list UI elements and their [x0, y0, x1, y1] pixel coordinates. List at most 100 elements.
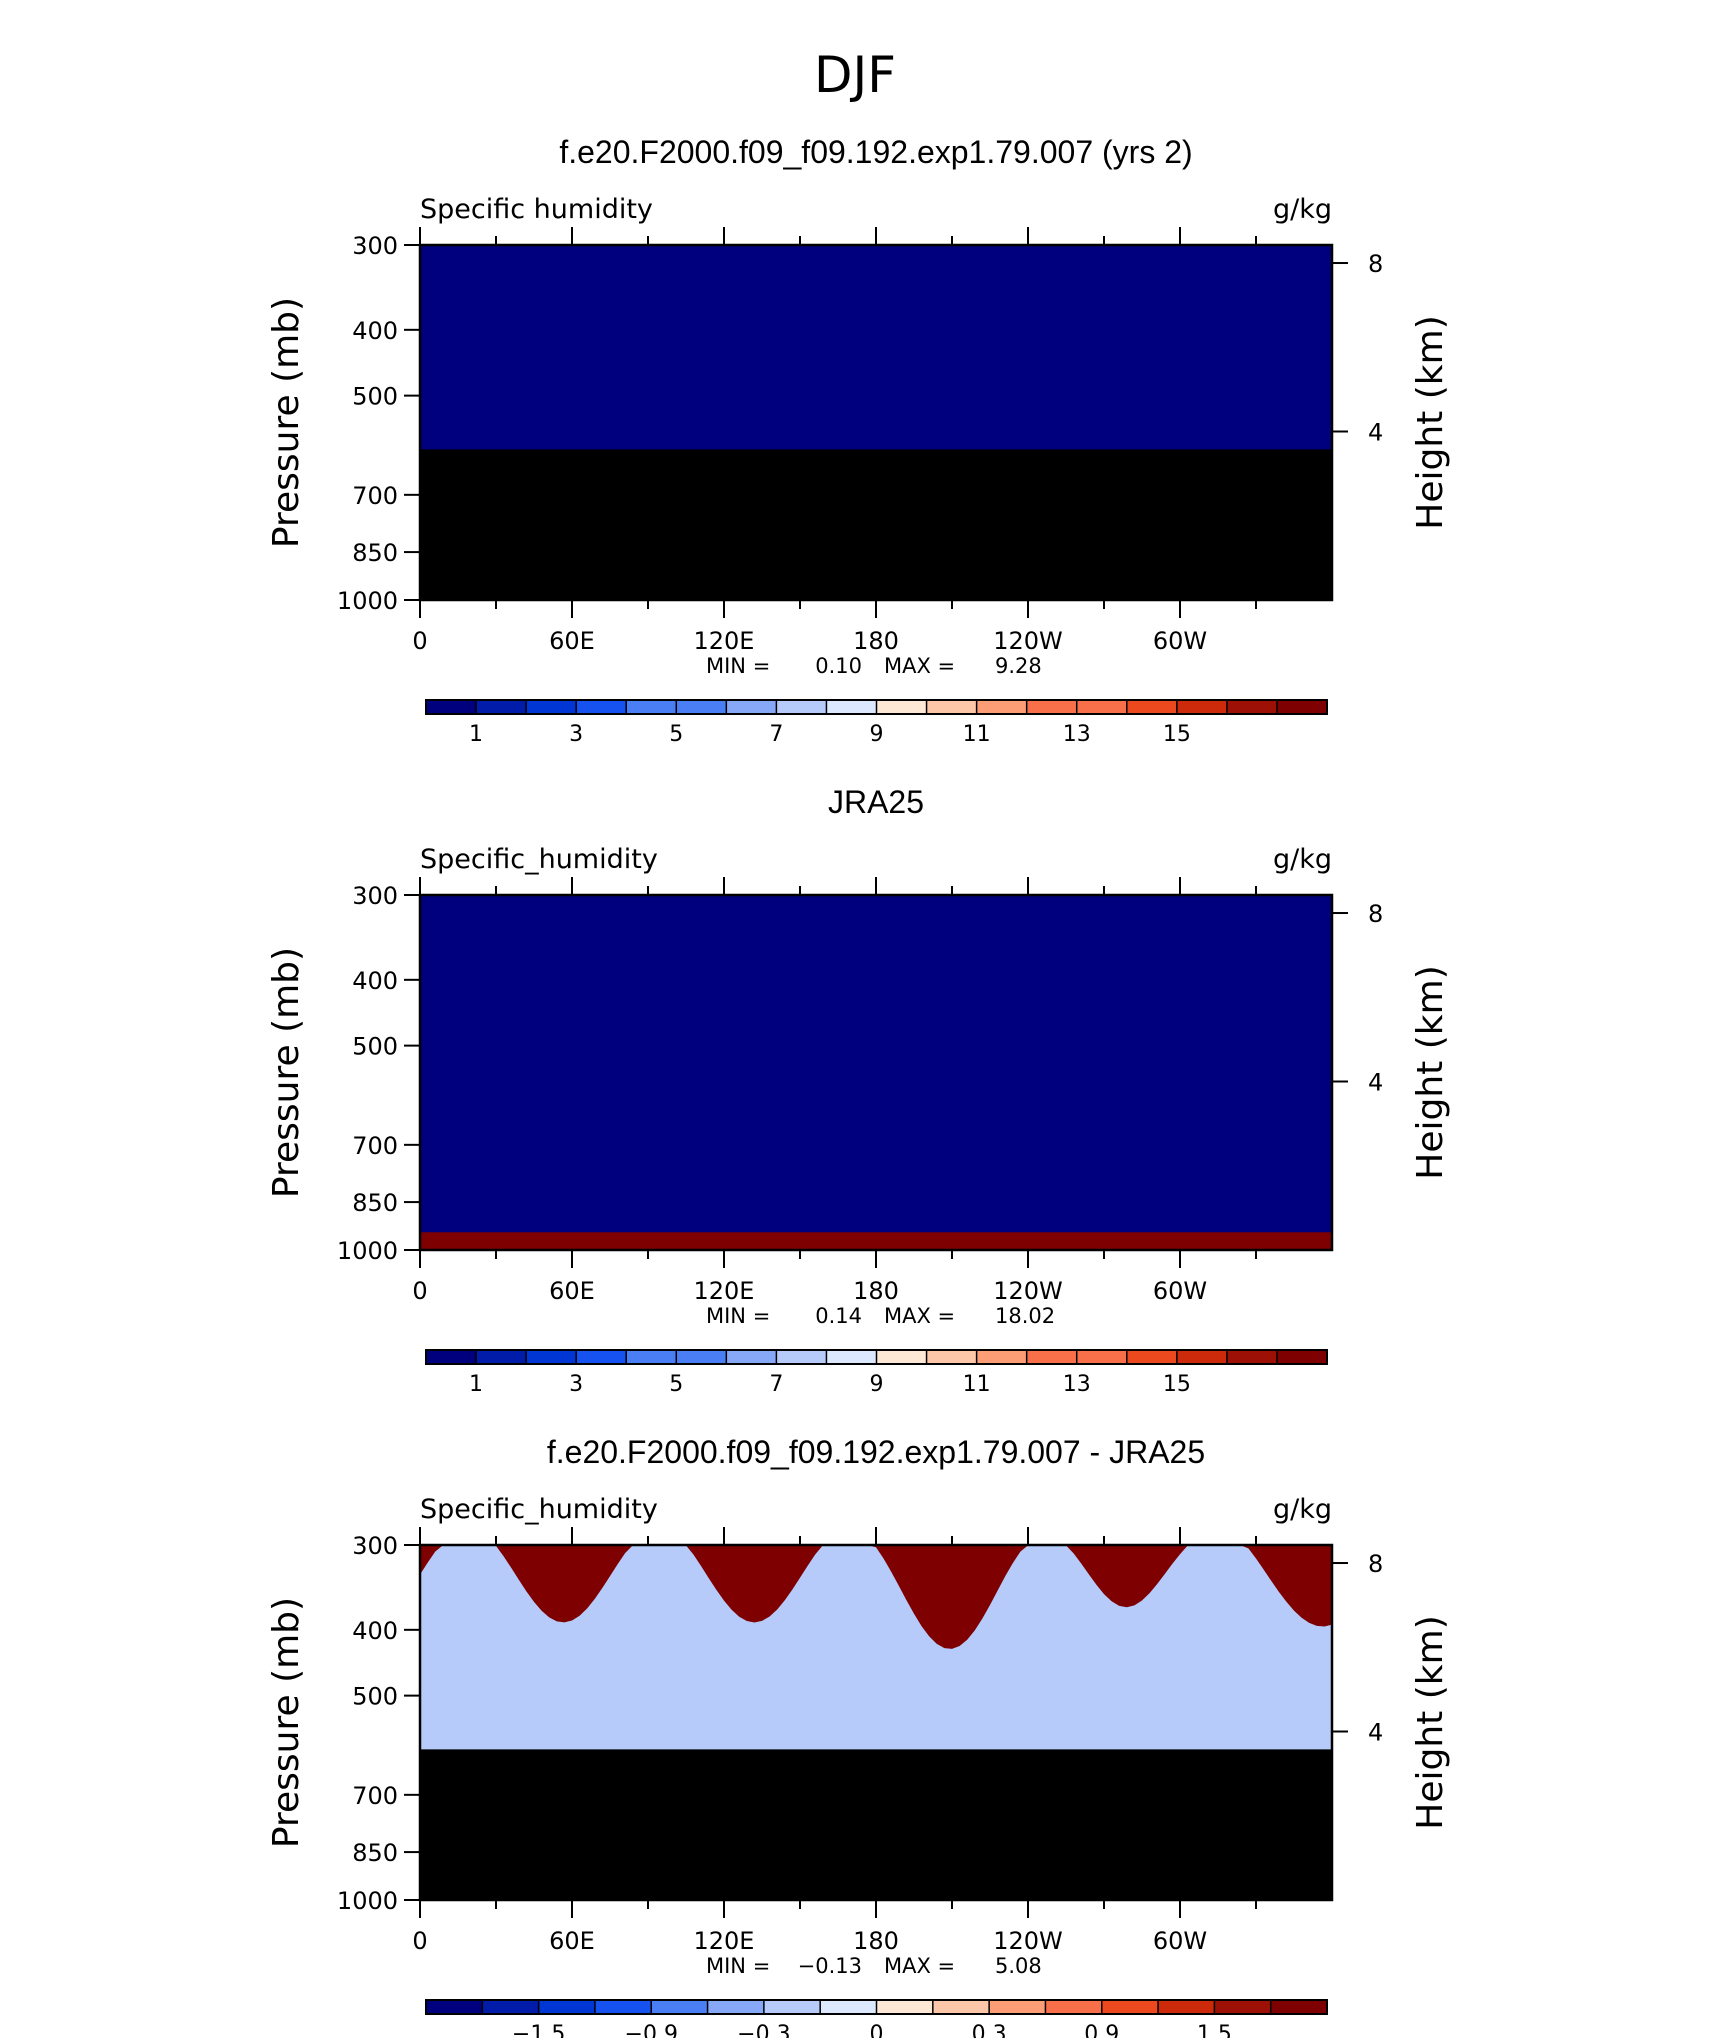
- colorbar-tick-label: 13: [1063, 722, 1091, 747]
- colorbar-swatch: [1101, 2000, 1159, 2014]
- colorbar-swatch: [576, 700, 627, 714]
- x-tick-label: 120E: [694, 1927, 755, 1955]
- colorbar-swatch: [576, 1350, 627, 1364]
- colorbar-swatch: [776, 1350, 827, 1364]
- variable-label: Specific humidity: [420, 194, 653, 225]
- colorbar-tick-label: 9: [870, 1372, 884, 1397]
- page-title: DJF: [814, 46, 896, 104]
- x-tick-label: 60W: [1153, 627, 1207, 655]
- colorbar-tick-label: 13: [1063, 1372, 1091, 1397]
- colorbar-tick-label: 15: [1163, 722, 1191, 747]
- colorbar-swatch: [676, 700, 727, 714]
- colorbar-swatch: [538, 2000, 596, 2014]
- y-tick-label: 850: [352, 539, 398, 567]
- y-tick-label: 1000: [337, 1887, 398, 1915]
- colorbar-swatch: [1126, 700, 1178, 714]
- x-tick-label: 60E: [549, 1277, 595, 1305]
- x-tick-label: 120E: [694, 627, 755, 655]
- colorbar-tick-label: 15: [1163, 1372, 1191, 1397]
- colorbar-swatch: [426, 1350, 477, 1364]
- colorbar-swatch: [926, 700, 978, 714]
- colorbar-swatch: [426, 700, 477, 714]
- variable-label: Specific_humidity: [420, 1494, 658, 1525]
- max-label: MAX =: [884, 1304, 955, 1328]
- y-tick-label: 500: [352, 1033, 398, 1061]
- y-tick-label: 1000: [337, 587, 398, 615]
- panel-title: f.e20.F2000.f09_f09.192.exp1.79.007 - JR…: [547, 1434, 1205, 1470]
- colorbar-swatch: [1158, 2000, 1215, 2014]
- y-tick-label: 300: [352, 882, 398, 910]
- x-tick-label: 180: [853, 1927, 899, 1955]
- colorbar-swatch: [1276, 1350, 1328, 1364]
- min-label: MIN =: [706, 1304, 770, 1328]
- colorbar-tick-label: −0.3: [737, 2022, 790, 2038]
- colorbar-swatch: [651, 2000, 709, 2014]
- units-label: g/kg: [1273, 1494, 1332, 1525]
- colorbar-swatch: [1176, 1350, 1228, 1364]
- max-value: 9.28: [995, 654, 1042, 678]
- max-value: 5.08: [995, 1954, 1042, 1978]
- colorbar-tick-label: −0.9: [625, 2022, 678, 2038]
- colorbar-frame: [425, 1999, 1328, 2015]
- panel-title: JRA25: [828, 784, 924, 820]
- y-tick-label: 700: [352, 1132, 398, 1160]
- colorbar-tick-label: 11: [963, 722, 991, 747]
- colorbar-swatch: [1076, 700, 1128, 714]
- colorbar-swatch: [926, 1350, 978, 1364]
- min-value: 0.14: [815, 1304, 862, 1328]
- x-tick-label: 120W: [993, 627, 1063, 655]
- colorbar-swatch: [1226, 1350, 1278, 1364]
- colorbar-tick-label: 5: [669, 1372, 683, 1397]
- y-tick-label: 400: [352, 317, 398, 345]
- y-tick-label: 700: [352, 482, 398, 510]
- field-layer: [420, 245, 1332, 600]
- colorbar-tick-label: 7: [769, 1372, 783, 1397]
- colorbar-swatch: [1045, 2000, 1103, 2014]
- y-tick-label: 850: [352, 1839, 398, 1867]
- colorbar-swatch: [1026, 1350, 1078, 1364]
- units-label: g/kg: [1273, 844, 1332, 875]
- colorbar-swatch: [1076, 1350, 1128, 1364]
- contour-band: [420, 1232, 1332, 1250]
- colorbar-tick-label: 0.9: [1084, 2022, 1119, 2038]
- colorbar-swatch: [726, 1350, 777, 1364]
- colorbar-swatch: [976, 700, 1028, 714]
- masked-region: [420, 449, 1332, 600]
- max-value: 18.02: [995, 1304, 1055, 1328]
- y-right-tick-label: 4: [1368, 1719, 1383, 1747]
- min-label: MIN =: [706, 1954, 770, 1978]
- x-tick-label: 60E: [549, 1927, 595, 1955]
- min-label: MIN =: [706, 654, 770, 678]
- x-tick-label: 0: [412, 1277, 427, 1305]
- x-tick-label: 120W: [993, 1927, 1063, 1955]
- y-axis-title: Pressure (mb): [266, 1597, 307, 1848]
- colorbar-tick-label: 0: [870, 2022, 884, 2038]
- colorbar-swatch: [482, 2000, 540, 2014]
- y-tick-label: 700: [352, 1782, 398, 1810]
- colorbar-swatch: [932, 2000, 990, 2014]
- colorbar-tick-label: 3: [569, 1372, 583, 1397]
- panel-3: f.e20.F2000.f09_f09.192.exp1.79.007 - JR…: [266, 1434, 1451, 2038]
- colorbar-tick-label: 1: [469, 722, 483, 747]
- y-right-axis-title: Height (km): [1410, 965, 1451, 1179]
- panel-title: f.e20.F2000.f09_f09.192.exp1.79.007 (yrs…: [559, 134, 1192, 170]
- y-axis-title: Pressure (mb): [266, 297, 307, 548]
- y-tick-label: 500: [352, 1683, 398, 1711]
- y-right-tick-label: 8: [1368, 250, 1383, 278]
- min-value: −0.13: [798, 1954, 862, 1978]
- colorbar-tick-label: 0.3: [972, 2022, 1007, 2038]
- colorbar-swatch: [776, 700, 827, 714]
- colorbar-swatch: [1226, 700, 1278, 714]
- colorbar-swatch: [626, 1350, 677, 1364]
- colorbar-frame: [425, 1349, 1328, 1365]
- y-right-tick-label: 4: [1368, 419, 1383, 447]
- field-layer: [420, 895, 1332, 1250]
- colorbar-tick-label: 3: [569, 722, 583, 747]
- y-tick-label: 300: [352, 1532, 398, 1560]
- colorbar-swatch: [1214, 2000, 1272, 2014]
- colorbar-swatch: [876, 2000, 934, 2014]
- colorbar-swatch: [426, 2000, 483, 2014]
- colorbar-tick-label: 1.5: [1197, 2022, 1232, 2038]
- y-tick-label: 400: [352, 967, 398, 995]
